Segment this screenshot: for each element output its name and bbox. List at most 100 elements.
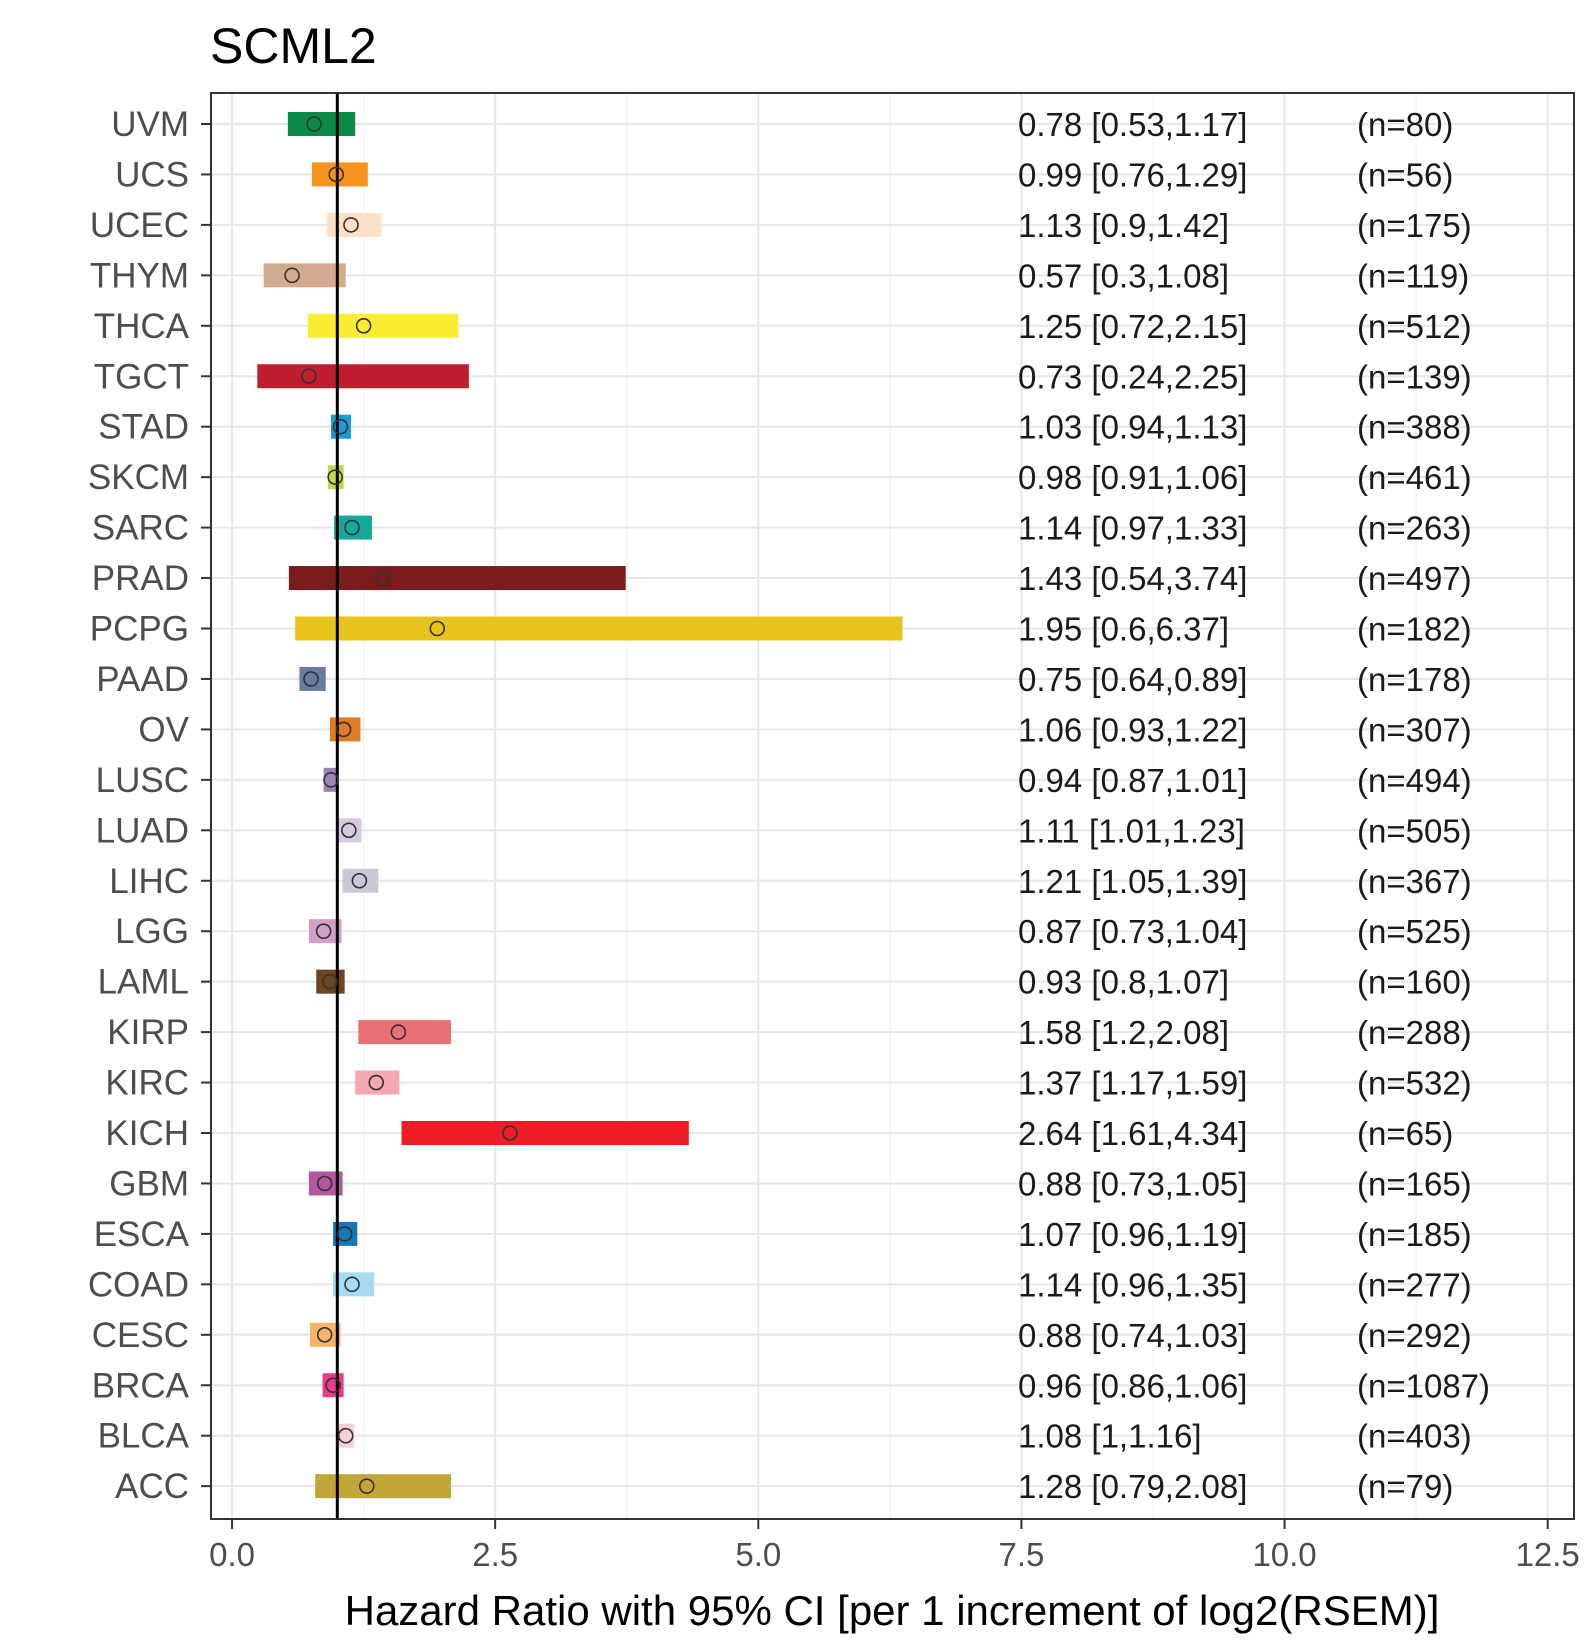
hr-ci-label: 0.75 [0.64,0.89] [1018, 661, 1247, 698]
hr-point-coad [344, 1276, 360, 1293]
n-label: (n=1087) [1357, 1367, 1490, 1404]
n-label: (n=160) [1357, 964, 1472, 1001]
y-tick-label: LUAD [96, 811, 189, 850]
x-tick-label: 2.5 [472, 1536, 518, 1573]
n-label: (n=512) [1357, 308, 1472, 345]
x-tick-label: 12.5 [1516, 1536, 1580, 1573]
y-tick-label: KIRC [105, 1064, 189, 1103]
ci-bar-ucec [326, 212, 382, 237]
ci-bar-pcpg [295, 616, 903, 641]
hr-ci-label: 1.11 [1.01,1.23] [1018, 812, 1245, 849]
y-tick-label: BLCA [98, 1417, 190, 1456]
hr-ci-label: 0.99 [0.76,1.29] [1018, 156, 1247, 193]
hr-ci-label: 1.21 [1.05,1.39] [1018, 863, 1247, 900]
y-tick-label: KICH [105, 1114, 189, 1153]
y-tick-label: LAML [98, 963, 189, 1002]
hr-ci-label: 1.58 [1.2,2.08] [1018, 1014, 1229, 1051]
hr-ci-label: 2.64 [1.61,4.34] [1018, 1115, 1247, 1152]
n-label: (n=79) [1357, 1468, 1453, 1505]
hr-point-sarc [344, 519, 360, 536]
n-label: (n=403) [1357, 1418, 1472, 1455]
hr-point-acc [358, 1478, 375, 1494]
y-tick-label: BRCA [92, 1366, 190, 1405]
hr-ci-label: 0.88 [0.73,1.05] [1018, 1165, 1247, 1202]
ci-bar-laml [316, 969, 345, 994]
ci-bar-acc [315, 1474, 451, 1499]
chart-title: SCML2 [210, 18, 377, 74]
ci-bar-kirc [355, 1070, 400, 1095]
n-label: (n=497) [1357, 560, 1472, 597]
y-tick-label: SARC [92, 509, 189, 548]
grid [211, 93, 1574, 1519]
n-label: (n=119) [1357, 257, 1469, 294]
hr-point-kich [502, 1125, 518, 1141]
y-tick-label: SKCM [88, 458, 189, 497]
y-tick-label: LGG [115, 912, 189, 951]
ci-bar-prad [288, 566, 626, 591]
hr-point-laml [322, 973, 338, 990]
n-label: (n=175) [1357, 207, 1472, 244]
y-tick-label: LIHC [109, 862, 189, 901]
n-label: (n=525) [1357, 913, 1472, 950]
x-tick-label: 0.0 [209, 1536, 255, 1573]
hr-point-ucs [328, 166, 345, 183]
n-label: (n=56) [1357, 156, 1453, 193]
y-tick-label: PAAD [96, 660, 189, 699]
hr-ci-label: 0.88 [0.74,1.03] [1018, 1317, 1247, 1354]
hr-point-lgg [315, 923, 332, 940]
y-tick-label: GBM [109, 1164, 189, 1203]
hr-ci-label: 1.06 [0.93,1.22] [1018, 711, 1247, 748]
y-tick-label: TGCT [94, 357, 189, 396]
hr-ci-label: 1.07 [0.96,1.19] [1018, 1216, 1247, 1253]
panel-border [210, 92, 1575, 1520]
hr-point-kirp [390, 1024, 407, 1040]
hr-ci-label: 0.73 [0.24,2.25] [1018, 358, 1247, 395]
row-annotations: 0.78 [0.53,1.17] (n=80) 0.99 [0.76,1.29] (n… [1018, 106, 1490, 1505]
y-tick-label: COAD [88, 1265, 189, 1304]
n-label: (n=388) [1357, 409, 1472, 446]
n-label: (n=494) [1357, 762, 1472, 799]
ci-bar-coad [333, 1272, 375, 1297]
ci-bar-ov [329, 717, 361, 742]
n-label: (n=185) [1357, 1216, 1472, 1253]
hr-ci-label: 1.03 [0.94,1.13] [1018, 409, 1247, 446]
n-label: (n=182) [1357, 611, 1472, 648]
hr-point-pcpg [429, 620, 446, 637]
n-label: (n=178) [1357, 661, 1472, 698]
x-tick-label: 5.0 [735, 1536, 781, 1573]
hr-point-lihc [351, 872, 368, 889]
y-tick-label: THCA [94, 307, 190, 346]
n-label: (n=505) [1357, 812, 1472, 849]
n-label: (n=288) [1357, 1014, 1472, 1051]
hr-ci-label: 0.57 [0.3,1.08] [1018, 257, 1229, 294]
y-tick-label: ACC [115, 1467, 189, 1506]
y-tick-label: OV [138, 710, 189, 749]
n-label: (n=461) [1357, 459, 1472, 496]
hr-point-ucec [343, 217, 359, 233]
n-label: (n=277) [1357, 1266, 1472, 1303]
hr-ci-label: 1.43 [0.54,3.74] [1018, 560, 1247, 597]
x-tick-label: 10.0 [1252, 1536, 1316, 1573]
y-tick-label: PRAD [92, 559, 189, 598]
y-axis: UVM UCS UCEC THYM THCA TGCT STAD SKCM SARC PRAD PC… [88, 105, 211, 1506]
y-tick-label: UCS [115, 155, 189, 194]
n-label: (n=532) [1357, 1065, 1472, 1102]
x-axis-label: Hazard Ratio with 95% CI [per 1 incremen… [345, 1587, 1440, 1634]
hr-point-paad [303, 671, 319, 687]
hr-point-brca [325, 1377, 341, 1394]
y-tick-label: UCEC [90, 206, 189, 245]
hr-point-thca [355, 317, 372, 334]
ci-bar-kich [401, 1121, 689, 1145]
hr-point-tgct [301, 368, 317, 385]
y-tick-label: STAD [98, 408, 189, 447]
hr-points [284, 116, 518, 1494]
hr-ci-label: 1.14 [0.96,1.35] [1018, 1266, 1247, 1303]
y-tick-label: UVM [111, 105, 189, 144]
n-label: (n=367) [1357, 863, 1472, 900]
n-label: (n=292) [1357, 1317, 1472, 1354]
hr-point-kirc [368, 1074, 385, 1091]
y-tick-label: KIRP [107, 1013, 189, 1052]
ci-bar-sarc [334, 515, 373, 540]
hr-ci-label: 0.78 [0.53,1.17] [1018, 106, 1247, 143]
